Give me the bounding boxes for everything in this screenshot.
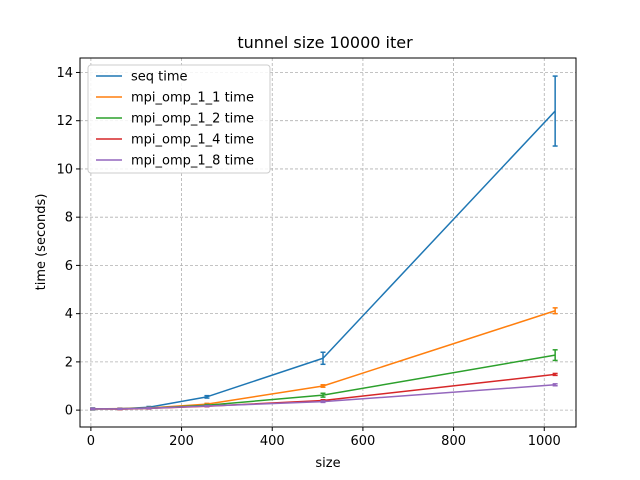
x-axis-label: size — [315, 456, 340, 471]
y-tick-label: 14 — [56, 66, 73, 81]
legend-entry: mpi_omp_1_1 time — [131, 91, 254, 106]
legend-entry: mpi_omp_1_8 time — [131, 154, 254, 169]
x-tick-label: 800 — [441, 434, 466, 449]
y-tick-label: 6 — [65, 259, 73, 274]
x-tick-label: 0 — [87, 434, 95, 449]
y-tick-label: 8 — [65, 211, 73, 226]
legend-box — [87, 64, 271, 174]
y-tick-label: 0 — [65, 404, 73, 419]
axis-ticks: 0 200 400 600 800 1000 0 2 4 6 8 10 12 14 — [56, 66, 560, 449]
plot-frame — [79, 57, 577, 428]
x-tick-label: 600 — [350, 434, 375, 449]
chart-title: tunnel size 10000 iter — [237, 33, 413, 52]
y-tick-label: 12 — [56, 114, 73, 129]
x-tick-label: 400 — [260, 434, 285, 449]
y-tick-label: 2 — [65, 355, 73, 370]
x-tick-label: 200 — [169, 434, 194, 449]
legend-entry: mpi_omp_1_2 time — [131, 112, 254, 127]
y-tick-label: 10 — [56, 162, 73, 177]
series-layer — [90, 75, 558, 411]
legend: seq time mpi_omp_1_1 time mpi_omp_1_2 time… — [87, 64, 271, 174]
x-tick-label: 1000 — [528, 434, 561, 449]
y-tick-label: 4 — [65, 307, 73, 322]
series-line — [92, 384, 556, 410]
series-5 — [90, 383, 558, 411]
legend-entry: mpi_omp_1_4 time — [131, 133, 254, 148]
legend-entry: seq time — [131, 70, 188, 85]
y-axis-label: time (seconds) — [34, 194, 49, 291]
